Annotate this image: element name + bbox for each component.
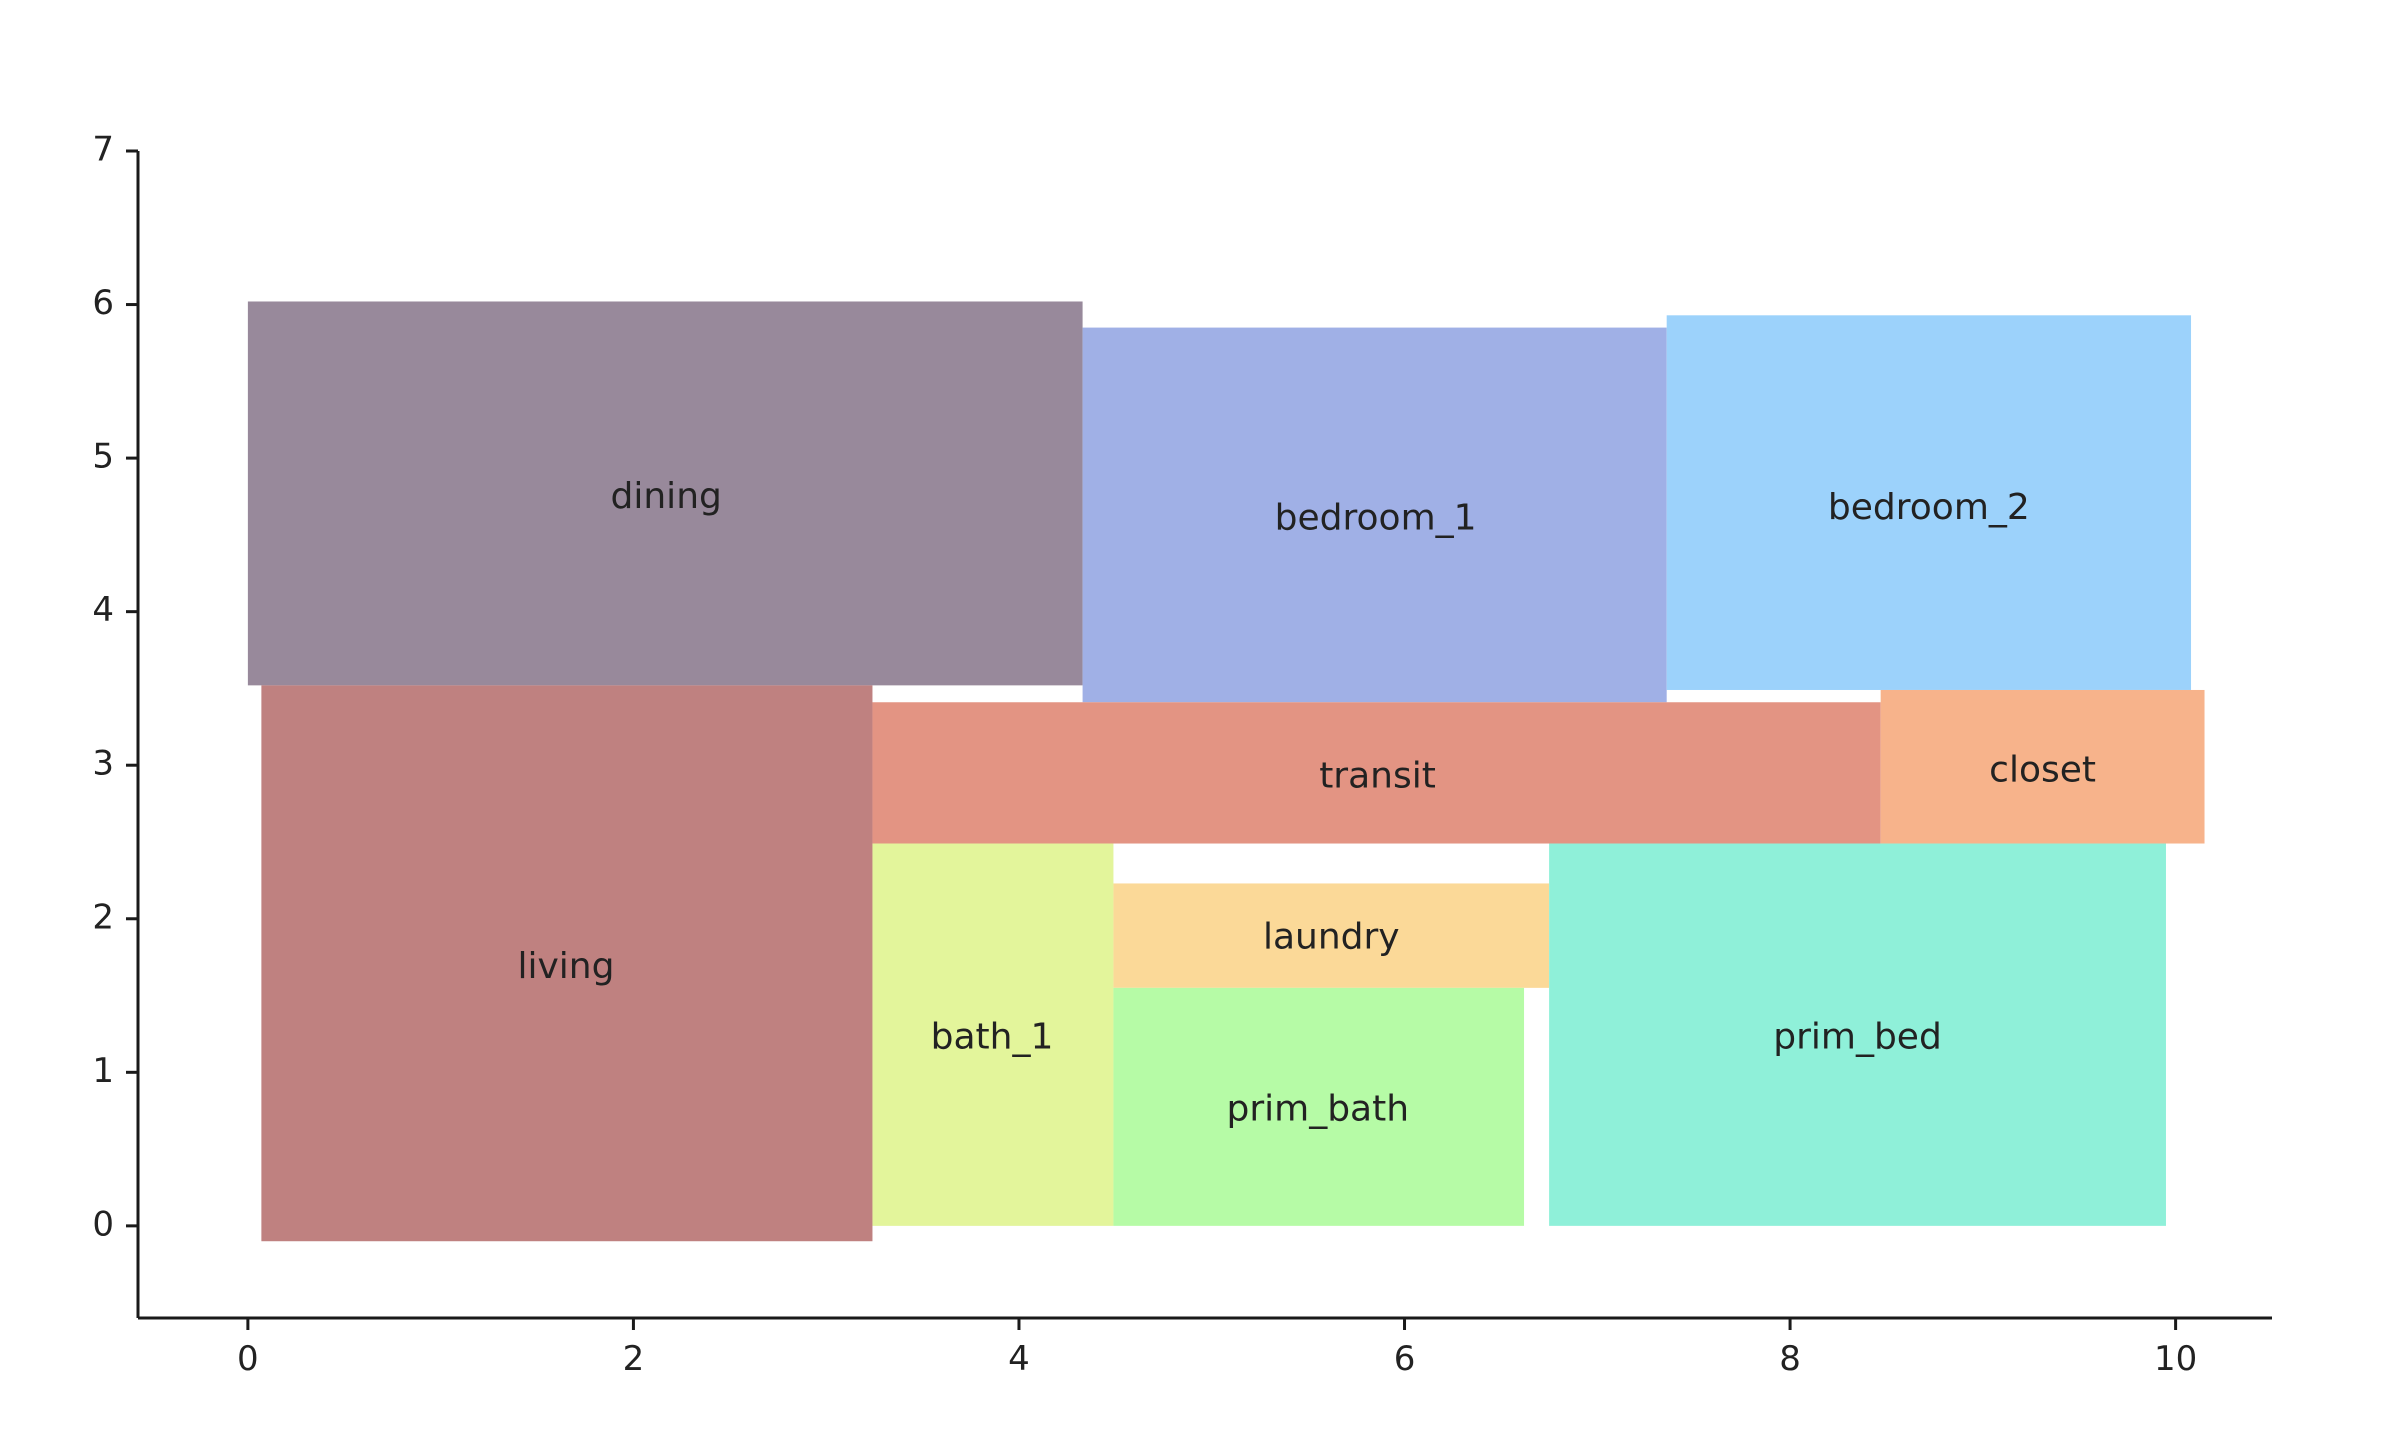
room-label-bath-1: bath_1 — [931, 1017, 1054, 1058]
room-label-bedroom-1: bedroom_1 — [1275, 498, 1477, 539]
room-transit — [872, 702, 1881, 844]
room-bath-1 — [872, 843, 1114, 1226]
x-tick-label: 2 — [623, 1339, 645, 1379]
y-tick-label: 2 — [92, 897, 114, 937]
room-label-prim-bed: prim_bed — [1773, 1017, 1942, 1058]
room-prim-bath — [1113, 987, 1525, 1226]
room-living — [261, 685, 873, 1242]
y-axis-ticks: 0 1 2 3 4 5 6 7 — [92, 130, 138, 1244]
x-tick-label: 4 — [1008, 1339, 1030, 1379]
room-label-living: living — [517, 946, 614, 987]
x-tick-label: 0 — [237, 1339, 259, 1379]
y-tick-label: 1 — [92, 1051, 114, 1091]
x-tick-label: 8 — [1779, 1339, 1801, 1379]
y-tick-label: 4 — [92, 590, 114, 630]
y-tick-label: 7 — [92, 130, 114, 170]
rooms-layer — [247, 301, 2205, 1242]
y-tick-label: 3 — [92, 744, 114, 784]
room-label-closet: closet — [1989, 749, 2096, 790]
axes: 0 2 4 6 8 10 0 1 2 3 4 5 6 7 — [92, 130, 2272, 1379]
room-label-dining: dining — [611, 476, 722, 517]
room-closet — [1880, 689, 2205, 844]
y-tick-label: 0 — [92, 1204, 114, 1244]
room-label-prim-bath: prim_bath — [1226, 1089, 1409, 1130]
room-bedroom-1 — [1082, 327, 1667, 703]
room-label-bedroom-2: bedroom_2 — [1828, 487, 2030, 528]
x-axis-ticks: 0 2 4 6 8 10 — [237, 1318, 2197, 1379]
room-prim-bed — [1549, 843, 2166, 1226]
y-tick-label: 5 — [92, 437, 114, 477]
x-tick-label: 10 — [2154, 1339, 2197, 1379]
room-label-transit: transit — [1319, 755, 1436, 796]
room-laundry — [1113, 883, 1550, 988]
y-tick-label: 6 — [92, 283, 114, 323]
room-dining — [247, 301, 1083, 686]
room-bedroom-2 — [1666, 315, 2192, 690]
x-tick-label: 6 — [1394, 1339, 1416, 1379]
room-label-laundry: laundry — [1263, 917, 1400, 958]
